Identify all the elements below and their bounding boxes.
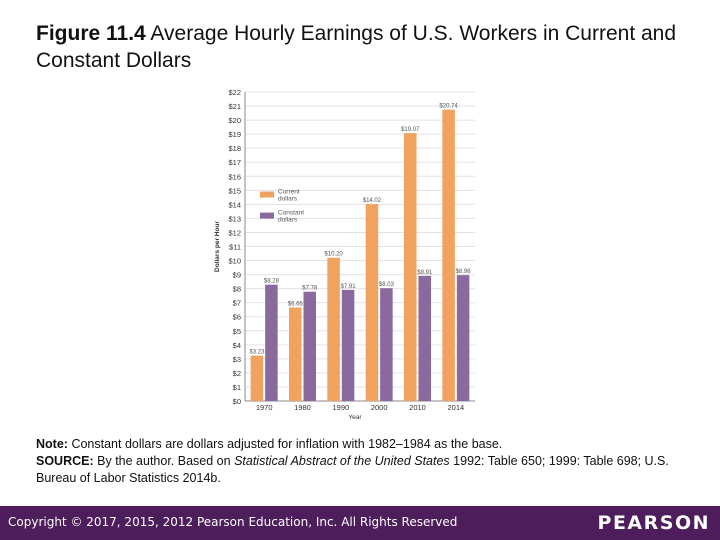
source-title: Statistical Abstract of the United State… bbox=[234, 454, 450, 468]
y-tick-label: $17 bbox=[228, 158, 241, 167]
source-line: SOURCE: By the author. Based on Statisti… bbox=[36, 453, 696, 487]
legend-swatch bbox=[260, 212, 274, 219]
y-tick-label: $10 bbox=[228, 257, 241, 266]
y-tick-label: $2 bbox=[233, 369, 241, 378]
y-tick-label: $21 bbox=[228, 102, 241, 111]
footer-bar: Copyright © 2017, 2015, 2012 Pearson Edu… bbox=[0, 506, 720, 540]
y-tick-label: $8 bbox=[233, 285, 241, 294]
y-tick-label: $19 bbox=[228, 130, 241, 139]
y-tick-label: $16 bbox=[228, 172, 241, 181]
y-tick-label: $22 bbox=[228, 88, 241, 97]
y-tick-label: $11 bbox=[229, 243, 241, 252]
data-label: $8.91 bbox=[417, 270, 433, 276]
y-tick-label: $9 bbox=[233, 271, 241, 280]
bar bbox=[327, 257, 340, 401]
y-tick-label: $5 bbox=[233, 327, 241, 336]
data-label: $7.78 bbox=[302, 286, 318, 292]
notes-block: Note: Constant dollars are dollars adjus… bbox=[36, 436, 696, 487]
figure-title-text: Average Hourly Earnings of U.S. Workers … bbox=[36, 22, 677, 72]
copyright-text: Copyright © 2017, 2015, 2012 Pearson Edu… bbox=[8, 515, 458, 529]
bar bbox=[265, 284, 278, 401]
bar bbox=[442, 109, 455, 402]
note-label: Note: bbox=[36, 437, 68, 451]
y-tick-label: $3 bbox=[233, 355, 241, 364]
bar bbox=[418, 275, 431, 401]
data-label: $10.20 bbox=[324, 252, 343, 258]
data-label: $8.28 bbox=[264, 279, 280, 285]
x-tick-label: 2010 bbox=[409, 403, 426, 412]
bar bbox=[341, 289, 355, 401]
y-tick-label: $13 bbox=[228, 214, 241, 223]
x-tick-label: 2000 bbox=[371, 403, 388, 412]
y-tick-label: $0 bbox=[233, 397, 241, 406]
figure-title: Figure 11.4 Average Hourly Earnings of U… bbox=[36, 20, 696, 74]
y-tick-label: $14 bbox=[228, 200, 241, 209]
bar bbox=[365, 204, 379, 401]
bar bbox=[303, 291, 316, 401]
data-label: $14.02 bbox=[363, 198, 382, 204]
y-tick-label: $15 bbox=[228, 186, 241, 195]
y-tick-label: $12 bbox=[228, 228, 241, 237]
data-label: $7.91 bbox=[341, 284, 357, 290]
data-label: $19.07 bbox=[401, 127, 420, 133]
source-text-2: 1992: Table 650; 1999: Table 698; U.S. B… bbox=[36, 454, 669, 485]
earnings-bar-chart: $0 $1 $2 $3 $4 $5 $6 $7 $8 $9 $10 $11 $12 $13 $14 $15 $1… bbox=[214, 88, 475, 420]
data-label: $6.66 bbox=[288, 301, 304, 307]
y-tick-label: $7 bbox=[233, 299, 241, 308]
y-tick-label: $4 bbox=[233, 341, 241, 350]
data-label: $20.74 bbox=[439, 104, 458, 110]
note-text: Constant dollars are dollars adjusted fo… bbox=[71, 437, 503, 451]
y-tick-label: $18 bbox=[228, 144, 241, 153]
bar bbox=[380, 288, 393, 401]
legend-label: Constant dollars bbox=[278, 210, 304, 224]
bar bbox=[289, 307, 302, 401]
bar bbox=[404, 133, 417, 401]
figure-label: Figure 11.4 bbox=[36, 22, 146, 45]
y-tick-label: $1 bbox=[233, 383, 241, 392]
x-tick-label: 1970 bbox=[256, 403, 273, 412]
y-axis-title: Dollars per Hour bbox=[214, 221, 221, 272]
note-line: Note: Constant dollars are dollars adjus… bbox=[36, 436, 696, 453]
legend-label: Current dollars bbox=[278, 189, 300, 203]
x-tick-label: 2014 bbox=[447, 403, 464, 412]
x-axis-title: Year bbox=[348, 414, 362, 420]
y-tick-label: $20 bbox=[228, 116, 241, 125]
legend-swatch bbox=[260, 191, 274, 198]
source-text-1: By the author. Based on bbox=[97, 454, 231, 468]
data-label: $3.23 bbox=[249, 350, 265, 356]
source-label: SOURCE: bbox=[36, 454, 94, 468]
bar bbox=[250, 355, 264, 401]
x-tick-label: 1990 bbox=[332, 403, 349, 412]
x-tick-label: 1980 bbox=[294, 403, 311, 412]
data-label: $8.96 bbox=[456, 269, 472, 275]
pearson-logo: PEARSON bbox=[597, 512, 710, 534]
y-tick-label: $6 bbox=[233, 313, 241, 322]
bar bbox=[456, 275, 470, 401]
data-label: $8.03 bbox=[379, 282, 395, 288]
